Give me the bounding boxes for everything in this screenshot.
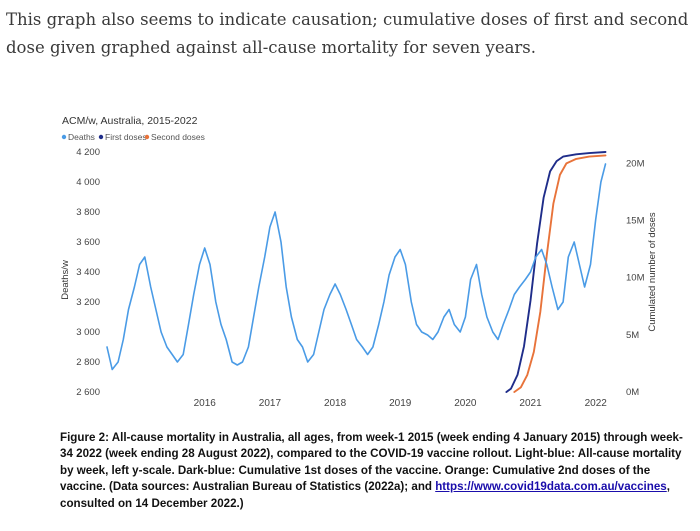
y-axis-label: Deaths/w	[60, 260, 71, 300]
y2-axis-label: Cumulated number of doses	[647, 212, 658, 332]
y-tick-label: 2 800	[76, 357, 100, 368]
y2-tick-label: 10M	[626, 273, 645, 284]
x-axis-ticks: 2016 2017 2018 2019 2020 2021 2022	[194, 398, 608, 409]
legend-marker-first	[98, 134, 104, 140]
caption-text-end: , consulted on 14 December 2022.)	[60, 480, 670, 510]
legend-label-deaths: Deaths	[68, 132, 95, 142]
y2-tick-label: 5M	[626, 330, 639, 341]
legend-marker-second	[144, 134, 150, 140]
chart-legend: Deaths First doses Second doses	[61, 132, 205, 142]
x-tick-label: 2021	[519, 398, 542, 409]
y2-tick-label: 15M	[626, 216, 645, 227]
x-tick-label: 2018	[324, 398, 347, 409]
y-tick-label: 3 200	[76, 297, 100, 308]
chart-title: ACM/w, Australia, 2015-2022	[62, 115, 198, 127]
legend-marker-deaths	[61, 134, 67, 140]
y-tick-label: 3 000	[76, 327, 100, 338]
y2-tick-label: 0M	[626, 387, 639, 398]
vaccine-data-link[interactable]: https://www.covid19data.com.au/vaccines	[435, 480, 667, 494]
y-tick-label: 4 200	[76, 147, 100, 158]
legend-label-second: Second doses	[151, 132, 205, 142]
x-tick-label: 2022	[585, 398, 608, 409]
intro-text: This graph also seems to indicate causat…	[6, 10, 689, 57]
x-tick-label: 2017	[259, 398, 282, 409]
second-doses-line	[513, 154, 607, 393]
caption-text: Figure 2: All-cause mortality in Austral…	[60, 431, 683, 494]
x-tick-label: 2019	[389, 398, 412, 409]
legend-label-first: First doses	[105, 132, 147, 142]
y-tick-label: 2 600	[76, 387, 100, 398]
x-tick-label: 2020	[454, 398, 477, 409]
chart-canvas: ACM/w, Australia, 2015-2022 Deaths First…	[60, 115, 658, 409]
y-tick-label: 3 600	[76, 237, 100, 248]
y-tick-label: 4 000	[76, 177, 100, 188]
x-tick-label: 2016	[194, 398, 217, 409]
deaths-line	[106, 163, 607, 371]
figure-caption: Figure 2: All-cause mortality in Austral…	[60, 430, 685, 512]
y-tick-label: 3 400	[76, 267, 100, 278]
y2-axis-ticks: 0M 5M 10M 15M 20M	[626, 158, 645, 398]
plot-lines	[106, 151, 607, 393]
y-tick-label: 3 800	[76, 207, 100, 218]
y2-tick-label: 20M	[626, 158, 645, 169]
first-doses-line	[505, 151, 607, 393]
y-axis-ticks: 2 600 2 800 3 000 3 200 3 400 3 600 3 800 4 000…	[76, 147, 100, 398]
mortality-chart: ACM/w, Australia, 2015-2022 Deaths First…	[0, 100, 700, 425]
